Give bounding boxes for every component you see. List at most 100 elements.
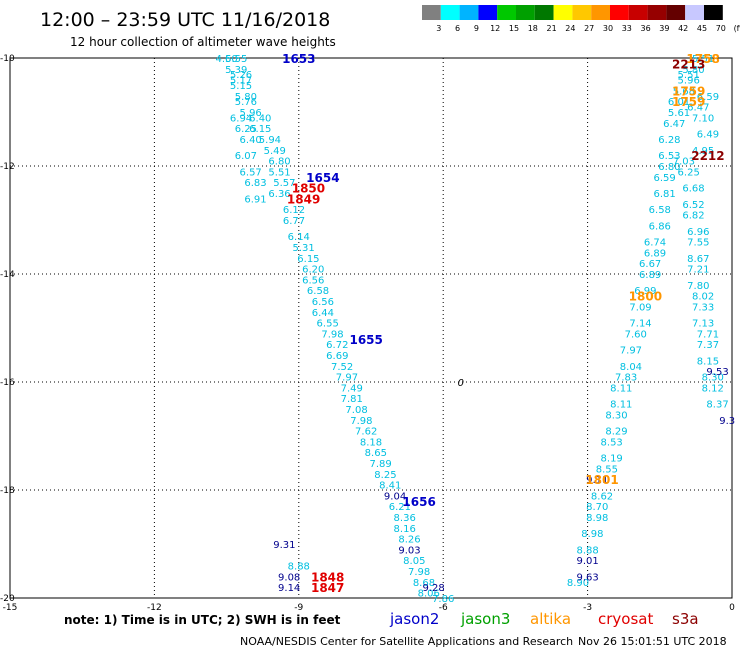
satellite-legend: jason2 jason3 altika cryosat s3a: [389, 610, 699, 628]
credit-text: NOAA/NESDIS Center for Satellite Applica…: [240, 635, 573, 648]
wave-height-value: 6.58: [307, 286, 329, 297]
wave-height-value: 6.58: [649, 205, 671, 216]
legend-swatch: [459, 5, 479, 20]
wave-height-value: 7.71: [697, 329, 719, 340]
pass-time-label: 1654: [306, 171, 339, 185]
legend-swatch: [534, 5, 554, 20]
wave-height-value: 5.61: [668, 108, 690, 119]
wave-height-value: 8.70: [586, 502, 608, 513]
wave-height-value: 5.26: [230, 70, 252, 81]
wave-height-value: 4.60: [215, 54, 237, 65]
legend-swatch: [704, 5, 723, 20]
wave-height-value: 8.05: [403, 556, 425, 567]
wave-height-value: 5.51: [692, 54, 714, 65]
wave-height-value: 8.16: [394, 524, 416, 535]
wave-height-value: 6.20: [302, 265, 324, 276]
wave-height-value: 8.90: [567, 578, 589, 589]
wave-height-value: 7.37: [697, 340, 719, 351]
location-marker: 0: [458, 378, 464, 389]
pass-time-label: 1800: [629, 290, 662, 304]
wave-height-value: 5.17: [230, 76, 252, 87]
legend-swatch: [647, 5, 667, 20]
lon-tick-label: -6: [439, 603, 448, 613]
wave-height-value: 6.44: [312, 308, 334, 319]
wave-height-value: 5.96: [240, 108, 262, 119]
track-values: 4.605.555.395.265.175.155.805.765.966.94…: [215, 54, 735, 605]
wave-height-value: 8.53: [601, 437, 623, 448]
satellite-jason3: jason3: [460, 610, 510, 628]
wave-height-value: 8.98: [586, 513, 608, 524]
wave-height-value: 6.77: [283, 216, 305, 227]
wave-height-value: 5.51: [268, 167, 290, 178]
wave-height-value: 6.14: [288, 232, 310, 243]
wave-height-value: 6.21: [389, 502, 411, 513]
wave-height-value: 8.12: [702, 383, 724, 394]
wave-height-value: 6.52: [682, 200, 704, 211]
wave-height-value: 6.49: [697, 130, 719, 141]
pass-time-label: 2213: [672, 57, 705, 71]
legend-label: (ft): [734, 24, 740, 33]
lat-tick-label: -20: [0, 594, 15, 604]
wave-height-value: 6.81: [653, 189, 675, 200]
wave-height-value: 6.12: [283, 205, 305, 216]
map-frame: [9, 57, 733, 599]
wave-height-value: 6.15: [249, 124, 271, 135]
wave-height-value: 9.08: [278, 572, 300, 583]
legend-swatch: [440, 5, 460, 20]
legend-swatch: [553, 5, 573, 20]
wave-height-value: 9.53: [706, 367, 728, 378]
wave-height-value: 7.52: [331, 362, 353, 373]
legend-label: 33: [622, 24, 632, 33]
wave-height-value: 7.97: [336, 373, 358, 384]
wave-height-value: 6.59: [697, 92, 719, 103]
wave-height-value: 6.40: [240, 135, 262, 146]
lat-tick-label: -14: [0, 270, 15, 280]
legend-label: 42: [678, 24, 688, 33]
wave-height-value: 6.86: [649, 221, 671, 232]
wave-height-value: 6.69: [326, 351, 348, 362]
wave-height-value: 8.88: [576, 545, 598, 556]
wave-height-value: 6.36: [268, 189, 290, 200]
wave-height-value: 5.80: [235, 92, 257, 103]
wave-height-value: 7.62: [355, 427, 377, 438]
legend-swatch: [422, 5, 441, 20]
legend-label: 45: [697, 24, 707, 33]
wave-height-value: 8.67: [687, 254, 709, 265]
wave-height-value: 6.74: [644, 238, 666, 249]
wave-height-value: 8.30: [605, 410, 627, 421]
wave-height-value: 5.96: [678, 76, 700, 87]
wave-height-value: 8.36: [394, 513, 416, 524]
lat-lon-grid: [10, 58, 732, 598]
legend-swatch: [497, 5, 516, 20]
pass-time-label: 1656: [402, 495, 435, 509]
wave-height-value: 9.3: [719, 416, 735, 427]
wave-height-value: 6.89: [644, 248, 666, 259]
wave-height-value: 5.15: [230, 81, 252, 92]
wave-height-value: 8.30: [702, 373, 724, 384]
wave-height-value: 6.94: [230, 113, 252, 124]
map-title: 12:00 – 23:59 UTC 11/16/2018: [40, 9, 330, 31]
wave-height-value: 6.25: [678, 167, 700, 178]
legend-swatch: [572, 5, 592, 20]
wave-height-value: 8.37: [706, 400, 728, 411]
pass-time-label: 1848: [311, 570, 344, 584]
legend-swatch: [478, 5, 498, 20]
wave-height-value: 8.88: [288, 562, 310, 573]
wave-height-value: 7.21: [687, 265, 709, 276]
wave-height-value: 6.91: [244, 194, 266, 205]
legend-swatch: [591, 5, 610, 20]
wave-height-value: 5.39: [225, 65, 247, 76]
legend-label: 3: [436, 24, 441, 33]
legend-label: 27: [584, 24, 594, 33]
wave-height-value: 5.49: [264, 146, 286, 157]
wave-height-value: 6.82: [682, 211, 704, 222]
wave-height-value: 6.56: [302, 275, 324, 286]
wave-height-value: 5.68: [673, 86, 695, 97]
wave-height-value: 6.68: [682, 184, 704, 195]
pass-time-label: 1849: [287, 192, 320, 206]
wave-height-value: 9.11: [586, 475, 608, 486]
wave-height-value: 6.55: [317, 319, 339, 330]
wave-height-value: 5.57: [273, 178, 295, 189]
timestamp-text: Nov 26 15:01:51 UTC 2018: [578, 635, 727, 648]
